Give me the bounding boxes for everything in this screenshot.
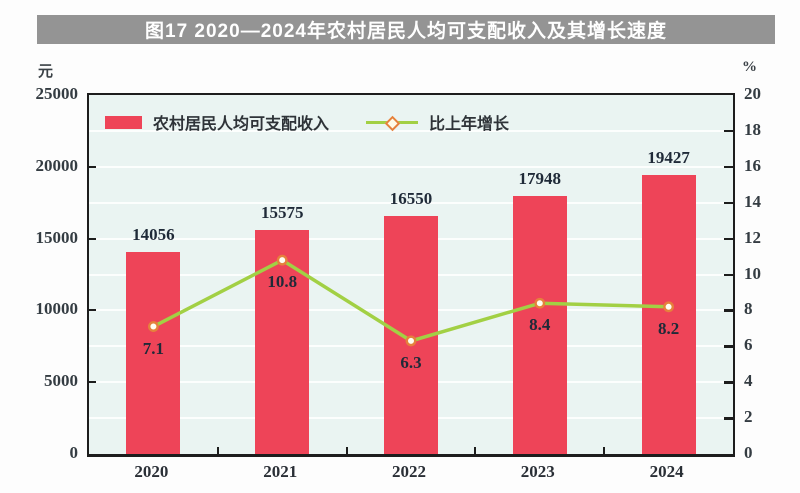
left-axis-tick-label: 5000: [44, 371, 78, 391]
right-axis-tick-label: 2: [744, 407, 753, 427]
growth-value-label: 7.1: [142, 338, 165, 358]
right-axis-tick: [724, 165, 733, 169]
x-axis-tick: [474, 447, 477, 454]
left-axis-tick: [89, 381, 96, 384]
bar-series-swatch-icon: [105, 115, 142, 129]
left-axis-tick-label: 0: [69, 443, 79, 462]
right-axis-tick: [724, 273, 733, 276]
x-axis-label: 2022: [392, 462, 426, 481]
right-axis-unit: %: [742, 59, 757, 75]
plot-area: 14056 15575 16550 17948 19427 7.1 10.8 6.3 8.4 8…: [87, 93, 735, 457]
left-axis-tick-label: 15000: [35, 227, 79, 247]
line-marker: [148, 321, 159, 332]
left-axis-unit: 元: [38, 64, 54, 80]
right-axis-tick: [724, 129, 733, 133]
bar-value-label: 17948: [518, 169, 562, 189]
right-axis-tick-label: 20: [744, 84, 761, 103]
bar-value-label: 14056: [132, 225, 175, 245]
legend: 农村居民人均可支配收入 比上年增长: [105, 110, 509, 134]
left-axis-tick: [89, 165, 96, 168]
right-axis-tick-label: 12: [744, 227, 761, 247]
growth-value-label: 8.4: [529, 315, 551, 335]
right-axis-tick-label: 0: [744, 443, 753, 462]
gridline: [89, 165, 733, 168]
right-axis-tick-label: 16: [744, 155, 761, 175]
gridline: [89, 201, 733, 204]
legend-item-income: 农村居民人均可支配收入: [105, 110, 329, 134]
line-marker: [276, 254, 288, 266]
right-axis-tick-label: 4: [744, 371, 753, 391]
legend-item-growth: 比上年增长: [366, 110, 509, 134]
bar-value-label: 16550: [389, 189, 433, 209]
x-axis-label: 2023: [520, 462, 555, 481]
right-axis-tick: [724, 417, 733, 420]
growth-value-label: 6.3: [400, 352, 422, 372]
x-axis-tick: [345, 447, 348, 454]
line-marker: [405, 335, 417, 347]
right-axis-tick-label: 6: [744, 335, 753, 355]
left-axis-tick: [89, 237, 96, 240]
legend-label-income: 农村居民人均可支配收入: [153, 116, 330, 133]
right-axis-tick-label: 8: [744, 299, 753, 319]
bar: [512, 196, 567, 454]
right-axis-tick: [724, 345, 733, 348]
growth-value-label: 10.8: [267, 272, 298, 292]
bar: [126, 252, 181, 454]
left-axis-tick-label: 10000: [35, 299, 79, 319]
growth-line-layer: [148, 254, 674, 347]
left-axis-tick-label: 25000: [35, 84, 79, 103]
growth-value-label: 8.2: [657, 318, 680, 338]
line-marker: [663, 301, 674, 313]
x-axis-tick: [603, 447, 606, 454]
bar-value-label: 19427: [647, 148, 690, 168]
right-axis-tick-label: 10: [744, 263, 761, 283]
x-axis-label: 2021: [263, 462, 298, 481]
left-axis-tick: [89, 309, 96, 312]
gridline: [89, 129, 733, 132]
bar-value-label: 15575: [260, 203, 304, 223]
right-axis-tick-label: 14: [744, 191, 761, 211]
growth-line: [152, 258, 669, 343]
chart-title-bar: 图17 2020—2024年农村居民人均可支配收入及其增长速度: [37, 15, 775, 44]
x-axis-label: 2024: [649, 462, 684, 481]
bar: [641, 175, 696, 454]
right-axis-tick: [724, 201, 733, 205]
line-series-marker-icon: [366, 115, 419, 131]
right-axis-tick: [724, 309, 733, 312]
left-axis-tick-label: 20000: [35, 155, 79, 175]
right-axis-tick: [724, 237, 733, 241]
legend-diamond-icon: [384, 115, 401, 131]
right-axis-tick-label: 18: [744, 119, 761, 139]
x-axis-tick: [216, 447, 219, 454]
right-axis-tick: [724, 381, 733, 384]
line-marker: [534, 297, 546, 309]
legend-label-growth: 比上年增长: [429, 116, 510, 133]
x-axis-label: 2020: [134, 462, 169, 481]
chart-title: 图17 2020—2024年农村居民人均可支配收入及其增长速度: [145, 21, 667, 42]
